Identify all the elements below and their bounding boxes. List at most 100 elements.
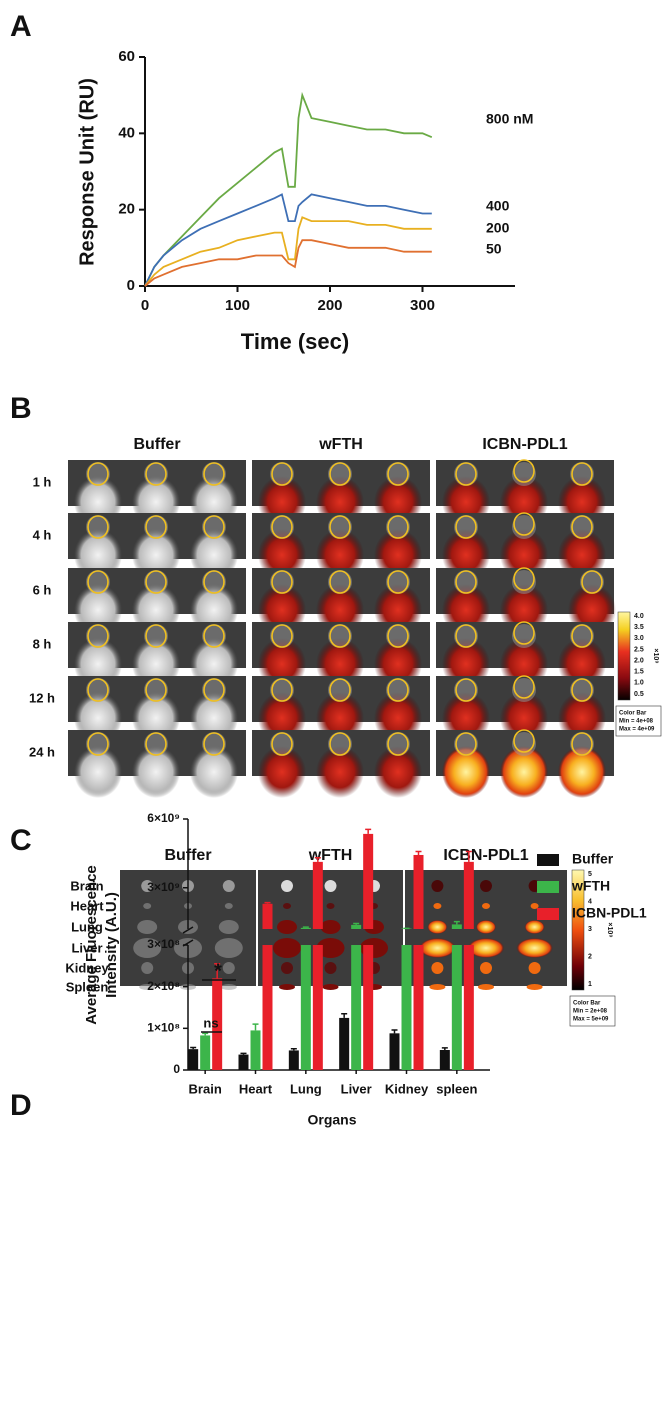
mouse-body-shade: [86, 462, 110, 486]
mouse-body-shade: [202, 570, 226, 594]
color-bar-tick: 3.0: [634, 635, 644, 642]
mouse-body-shade: [86, 570, 110, 594]
bar: [414, 945, 424, 1070]
error-bar: [202, 1033, 208, 1035]
legend-label: ICBN-PDL1: [572, 905, 647, 921]
organ: [281, 880, 293, 892]
bar: [339, 1018, 349, 1070]
organ: [223, 962, 235, 974]
color-bar-info: Color Bar: [619, 711, 647, 717]
organ: [143, 903, 151, 909]
row-label: 24 h: [29, 744, 55, 759]
mouse-body-shade: [86, 678, 110, 702]
bar-upper: [464, 862, 474, 929]
mouse-body-shade: [328, 624, 352, 648]
mouse-body-shade: [454, 462, 478, 486]
y-axis-label: Response Unit (RU): [76, 78, 98, 266]
color-bar-tick: 3.5: [634, 624, 644, 631]
bar: [363, 945, 373, 1070]
mouse-body-shade: [328, 462, 352, 486]
organ: [223, 880, 235, 892]
color-bar-info: Color Bar: [573, 1001, 601, 1007]
bar-upper: [452, 924, 462, 929]
y-tick-label: 40: [118, 124, 135, 141]
mouse-body-shade: [386, 570, 410, 594]
mouse-body-shade: [144, 624, 168, 648]
mouse-body-shade: [202, 624, 226, 648]
error-bar: [241, 1053, 247, 1054]
panel-letter: D: [10, 1089, 32, 1122]
mouse-body-shade: [454, 624, 478, 648]
organ: [427, 920, 447, 934]
organ: [419, 938, 455, 958]
mouse-body-shade: [570, 624, 594, 648]
y-tick-label: 1×10⁸: [147, 1021, 180, 1035]
mouse-body-shade: [270, 624, 294, 648]
mouse-body-shade: [386, 678, 410, 702]
mouse-body-shade: [454, 515, 478, 539]
error-bar: [416, 852, 422, 855]
mouse-body-shade: [386, 462, 410, 486]
x-tick-label: Brain: [189, 1081, 222, 1096]
bar: [200, 1035, 210, 1070]
bar-upper: [363, 834, 373, 929]
organ: [325, 880, 337, 892]
mouse-body-shade: [386, 515, 410, 539]
color-bar-tick: 4.0: [634, 613, 644, 620]
column-header: wFTH: [318, 436, 363, 453]
mouse-body-shade: [454, 570, 478, 594]
bar: [239, 1055, 249, 1070]
mouse-body-shade: [202, 732, 226, 756]
organ: [215, 938, 243, 958]
organ: [281, 962, 293, 974]
organ: [137, 920, 157, 934]
y-tick-label: 0: [173, 1062, 180, 1076]
annotation: ns: [203, 1015, 218, 1030]
color-bar: [618, 612, 630, 700]
mouse-body-shade: [386, 624, 410, 648]
bar: [289, 1050, 299, 1070]
color-bar-tick: 1.5: [634, 669, 644, 676]
mouse-body-shade: [386, 732, 410, 756]
bar: [301, 945, 311, 1070]
mouse-body-shade: [270, 570, 294, 594]
x-tick-label: spleen: [436, 1081, 477, 1096]
bar: [351, 945, 361, 1070]
column-header: ICBN-PDL1: [482, 436, 567, 453]
x-axis-label: Organs: [307, 1112, 356, 1128]
mouse-body-shade: [328, 678, 352, 702]
column-header: ICBN-PDL1: [443, 847, 528, 864]
x-tick-label: Liver: [341, 1081, 372, 1096]
organ: [219, 920, 239, 934]
organ: [529, 962, 541, 974]
bar-upper: [313, 862, 323, 929]
mouse-body-shade: [270, 515, 294, 539]
error-bar: [392, 1030, 398, 1033]
bar: [402, 945, 412, 1070]
organ: [277, 920, 297, 934]
organ: [478, 984, 494, 990]
legend-label: wFTH: [571, 878, 610, 894]
series-line: [145, 194, 432, 286]
mouse-body-shade: [86, 624, 110, 648]
color-bar-tick: 2.5: [634, 646, 644, 653]
bar: [440, 1050, 450, 1070]
x-tick-label: 100: [225, 297, 250, 314]
bar: [251, 1030, 261, 1070]
x-tick-label: Lung: [290, 1081, 322, 1096]
organ: [480, 962, 492, 974]
error-bar: [291, 1049, 297, 1051]
organ: [433, 903, 441, 909]
error-bar: [442, 1048, 448, 1050]
color-bar-info: Max = 5e+09: [573, 1017, 609, 1023]
organ: [476, 920, 496, 934]
bar: [464, 945, 474, 1070]
series-line: [145, 240, 432, 286]
y-tick-label: 3×10⁹: [147, 880, 180, 894]
organ: [525, 920, 545, 934]
legend-swatch: [537, 854, 559, 866]
y-tick-label: 0: [127, 277, 135, 294]
column-header: Buffer: [133, 436, 180, 453]
mouse-body-shade: [144, 462, 168, 486]
